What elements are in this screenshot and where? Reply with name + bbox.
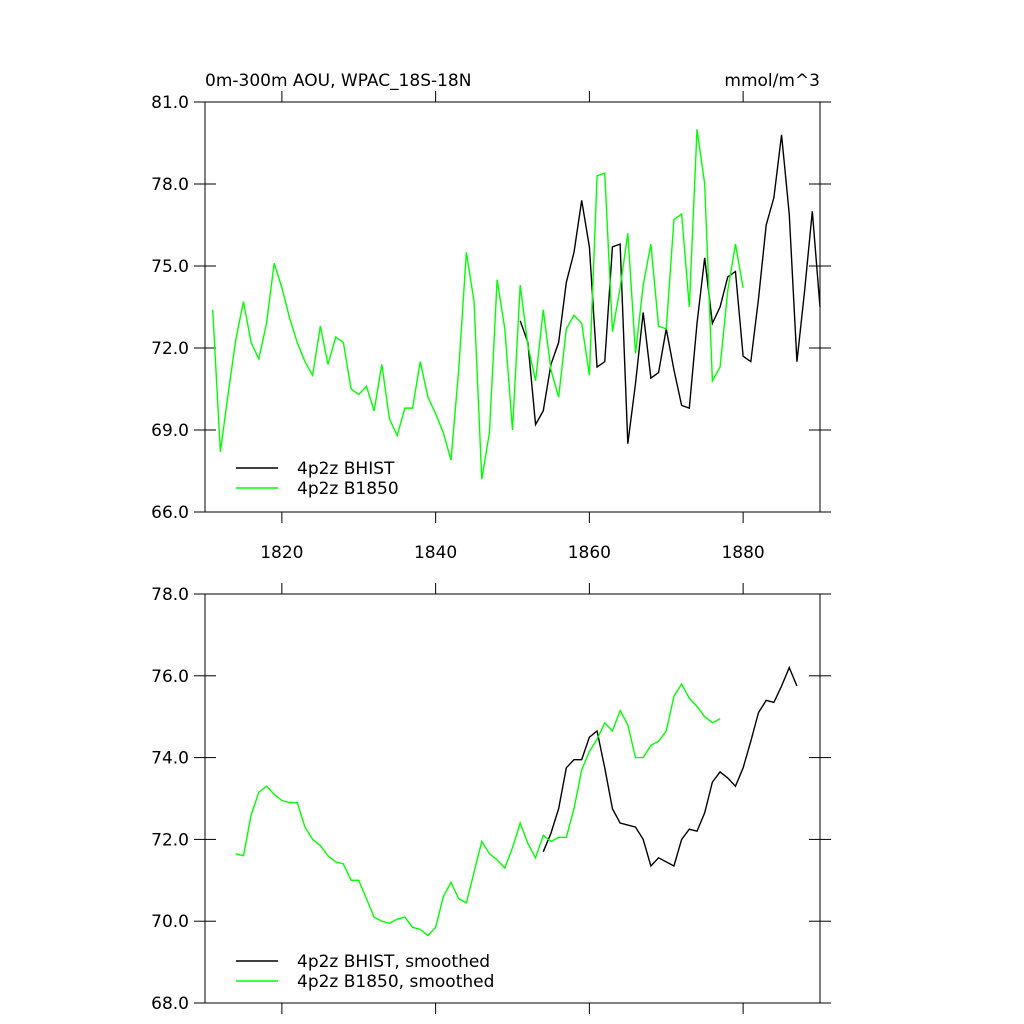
series-line bbox=[235, 682, 721, 937]
series-line bbox=[211, 129, 744, 480]
y-tick-label: 72.0 bbox=[151, 339, 189, 359]
y-tick-label: 69.0 bbox=[151, 421, 189, 441]
x-tick-label: 1860 bbox=[568, 543, 611, 563]
legend-label: 4p2z BHIST bbox=[297, 459, 395, 479]
y-tick-label: 74.0 bbox=[151, 749, 189, 769]
legend-label: 4p2z B1850, smoothed bbox=[297, 972, 494, 992]
units-label: mmol/m^3 bbox=[724, 71, 820, 91]
plot-frame bbox=[204, 593, 821, 1004]
y-tick-label: 66.0 bbox=[151, 503, 189, 523]
y-tick-label: 75.0 bbox=[151, 257, 189, 277]
y-tick-label: 70.0 bbox=[151, 912, 189, 932]
series-line bbox=[542, 665, 798, 868]
y-tick-label: 68.0 bbox=[151, 994, 189, 1014]
series-line bbox=[519, 134, 821, 444]
y-tick-label: 72.0 bbox=[151, 830, 189, 850]
chart-title: 0m-300m AOU, WPAC_18S-18N bbox=[205, 71, 471, 91]
y-tick-label: 78.0 bbox=[151, 175, 189, 195]
legend-label: 4p2z BHIST, smoothed bbox=[297, 952, 490, 972]
x-tick-label: 1840 bbox=[414, 543, 457, 563]
y-tick-label: 81.0 bbox=[151, 93, 189, 113]
legend-label: 4p2z B1850 bbox=[297, 479, 399, 499]
y-tick-label: 76.0 bbox=[151, 667, 189, 687]
y-tick-label: 78.0 bbox=[151, 585, 189, 605]
x-tick-label: 1820 bbox=[260, 543, 303, 563]
plot-frame bbox=[204, 101, 821, 513]
x-tick-label: 1880 bbox=[721, 543, 764, 563]
